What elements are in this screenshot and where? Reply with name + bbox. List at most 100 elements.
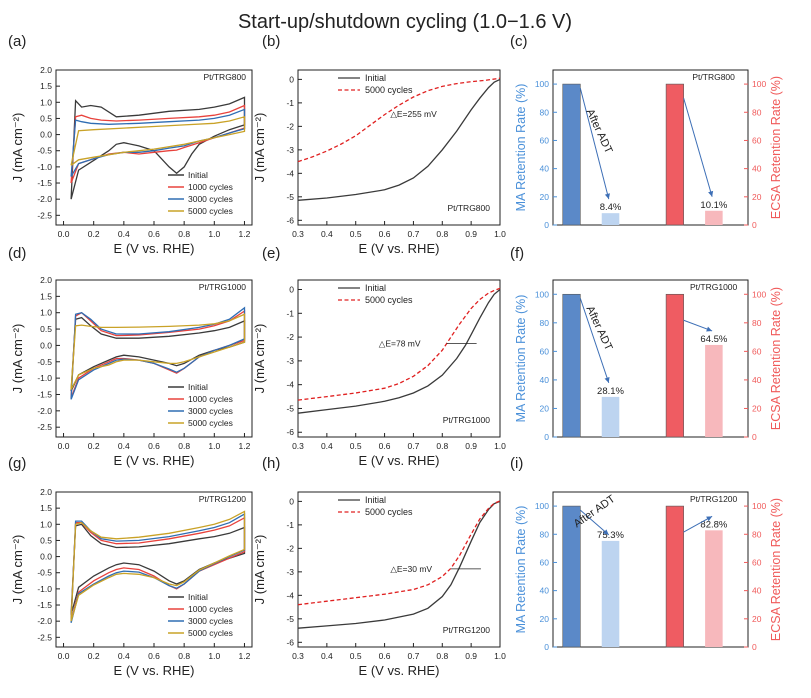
y-tick-label-left: 40 [540, 164, 550, 174]
bar-value-label: 28.1% [597, 386, 624, 397]
x-tick-label: 0.8 [178, 651, 190, 661]
bar-value-label: 8.4% [600, 202, 622, 213]
panel-a: (a)0.0 0.2 0.4 0.6 0.8 1.0 1.22.01.51.00.50.0-… [8, 33, 253, 256]
bar-ecsa-initial [665, 505, 684, 648]
y-tick-label: -5 [286, 403, 294, 413]
y-tick-label: 1.0 [40, 308, 52, 318]
panel-c: (c) 0 0 20 20 40 40 60 60 80 80 100 100 MA Retention … [510, 33, 783, 230]
x-tick-label: 0.9 [465, 229, 477, 239]
x-tick-label: 0.9 [465, 441, 477, 451]
y-tick-label-left: 20 [540, 192, 550, 202]
x-tick-label: 0.7 [408, 441, 420, 451]
y-axis-label: J (mA cm⁻²) [252, 113, 267, 183]
y-axis-label-left: MA Retention Rate (%) [514, 295, 528, 423]
x-axis-label: E (V vs. RHE) [359, 663, 440, 678]
y-tick-label: -3 [286, 145, 294, 155]
panel-e: (e) 0.3 0.4 0.5 0.6 0.7 0.8 0.9 1.0 0 -1 -2 -3 -4 -5 -6… [252, 245, 506, 468]
y-tick-label: -3 [286, 567, 294, 577]
bar-ma-after-adt [601, 396, 620, 437]
sample-annotation: Pt/TRG800 [692, 72, 735, 82]
x-tick-label: 0.0 [58, 441, 70, 451]
y-tick-label-right: 0 [752, 432, 757, 442]
y-axis-label-right: ECSA Retention Rate (%) [769, 287, 783, 430]
x-tick-label: 1.2 [239, 441, 251, 451]
series-line-5000-cycles [70, 313, 246, 390]
y-tick-label-left: 40 [540, 586, 550, 596]
legend-label: 5000 cycles [188, 418, 233, 428]
x-tick-label: 0.6 [379, 651, 391, 661]
x-tick-label: 1.2 [239, 229, 251, 239]
panel-label: (f) [510, 245, 524, 262]
plot-frame [552, 69, 749, 226]
y-tick-label-right: 80 [752, 318, 762, 328]
legend-label: 5000 cycles [365, 507, 413, 517]
y-tick-label: 2.0 [40, 275, 52, 285]
legend-label: Initial [188, 382, 208, 392]
series-line-initial [297, 78, 501, 201]
y-tick-label-left: 60 [540, 557, 550, 567]
x-tick-label: 0.6 [148, 229, 160, 239]
legend-label: 5000 cycles [365, 295, 413, 305]
y-tick-label: -6 [286, 427, 294, 437]
x-tick-label: 1.0 [208, 229, 220, 239]
y-tick-label-right: 20 [752, 614, 762, 624]
arrow-ma-head [602, 529, 609, 535]
x-tick-label: 1.2 [239, 651, 251, 661]
y-tick-label: -5 [286, 614, 294, 624]
y-tick-label-left: 80 [540, 318, 550, 328]
legend-label: Initial [188, 170, 208, 180]
legend-label: 1000 cycles [188, 182, 233, 192]
series-line-initial [70, 316, 246, 392]
y-tick-label-right: 60 [752, 346, 762, 356]
series-line-5000-cycles [297, 287, 501, 401]
arrow-label: After ADT [583, 107, 614, 156]
y-tick-label-left: 60 [540, 346, 550, 356]
delta-e-label: △E=30 mV [390, 564, 432, 574]
y-tick-label: 0.0 [40, 552, 52, 562]
y-tick-label: -0.5 [37, 357, 52, 367]
legend-label: 5000 cycles [188, 206, 233, 216]
y-tick-label-left: 0 [544, 642, 549, 652]
y-tick-label: -1 [286, 520, 294, 530]
y-tick-label: 0.0 [40, 340, 52, 350]
panel-label: (b) [262, 33, 280, 50]
legend-label: 3000 cycles [188, 194, 233, 204]
y-tick-label: -6 [286, 215, 294, 225]
bar-ma-after-adt [601, 540, 620, 647]
series-line-5000-cycles [70, 115, 246, 166]
x-axis-label: E (V vs. RHE) [114, 241, 195, 256]
x-tick-label: 0.7 [408, 651, 420, 661]
y-tick-label: -2 [286, 121, 294, 131]
y-tick-label: 0.5 [40, 535, 52, 545]
plot-frame [297, 491, 501, 648]
y-axis-label-left: MA Retention Rate (%) [514, 506, 528, 634]
legend-label: 3000 cycles [188, 406, 233, 416]
plot-frame [552, 279, 749, 438]
y-axis-label-right: ECSA Retention Rate (%) [769, 498, 783, 641]
y-tick-label: -2.0 [37, 194, 52, 204]
series-line-1000-cycles [70, 309, 246, 399]
bar-value-label: 10.1% [700, 200, 727, 211]
y-tick-label: 1.5 [40, 503, 52, 513]
series-line-initial [297, 288, 501, 414]
y-tick-label: -1.0 [37, 162, 52, 172]
bar-ma-initial [562, 83, 581, 226]
x-tick-label: 0.8 [436, 229, 448, 239]
bar-ma-initial [562, 505, 581, 648]
y-tick-label-left: 40 [540, 375, 550, 385]
y-tick-label-right: 80 [752, 529, 762, 539]
bar-value-label: 64.5% [700, 334, 727, 345]
y-tick-label-right: 0 [752, 642, 757, 652]
y-tick-label: -0.5 [37, 568, 52, 578]
y-tick-label: -2.5 [37, 210, 52, 220]
arrow-ecsa-head [706, 326, 713, 332]
bar-ecsa-after-adt [705, 210, 723, 225]
sample-annotation: Pt/TRG1200 [690, 494, 738, 504]
legend-label: Initial [365, 73, 386, 83]
panel-i: (i) 0 0 20 20 40 40 60 60 80 80 100 100 MA Retention … [510, 455, 783, 652]
x-tick-label: 0.5 [350, 229, 362, 239]
y-tick-label: 0.5 [40, 113, 52, 123]
arrow-ecsa [683, 97, 713, 197]
y-axis-label: J (mA cm⁻²) [252, 535, 267, 605]
x-tick-label: 0.2 [88, 651, 100, 661]
